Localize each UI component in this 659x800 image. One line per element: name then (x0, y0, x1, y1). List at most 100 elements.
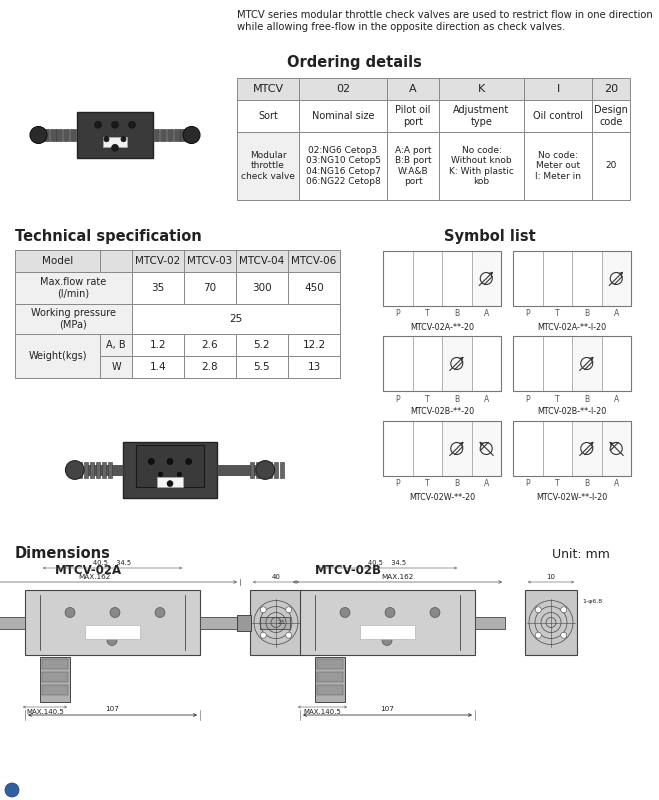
Bar (383, 251, 413, 306)
Bar (154, 129, 159, 141)
Bar (413, 251, 442, 306)
Text: Symbol list: Symbol list (444, 230, 536, 245)
Bar (317, 672, 343, 682)
Bar (513, 336, 542, 391)
Circle shape (110, 607, 120, 618)
Bar (542, 421, 572, 476)
Text: 450: 450 (304, 283, 324, 293)
Bar (317, 685, 343, 695)
Bar (383, 336, 501, 391)
Text: MAX.162: MAX.162 (78, 574, 111, 580)
Text: Unit: mm: Unit: mm (552, 547, 610, 561)
Bar (184, 272, 236, 304)
Text: Pilot oil
port: Pilot oil port (395, 106, 431, 126)
Bar (572, 251, 602, 306)
Bar (383, 421, 501, 476)
Bar (158, 477, 183, 487)
Bar (237, 132, 299, 200)
Bar (90, 462, 94, 478)
Text: 107: 107 (105, 706, 119, 712)
Bar (260, 617, 290, 629)
Text: 70: 70 (204, 283, 217, 293)
Text: MTCV-03: MTCV-03 (187, 256, 233, 266)
Circle shape (159, 472, 163, 476)
Bar (383, 336, 413, 391)
Text: B: B (454, 394, 459, 403)
Text: MAX.140.5: MAX.140.5 (304, 709, 341, 715)
Circle shape (361, 629, 369, 637)
Bar (387, 78, 439, 100)
Text: 02:NG6 Cetop3
03:NG10 Cetop5
04:NG16 Cetop7
06:NG22 Cetop8: 02:NG6 Cetop3 03:NG10 Cetop5 04:NG16 Cet… (306, 146, 380, 186)
Text: Model: Model (42, 256, 73, 266)
Circle shape (340, 607, 350, 618)
Bar (132, 250, 184, 272)
Bar (299, 100, 387, 132)
Bar (15, 334, 100, 378)
Text: 25: 25 (229, 314, 243, 324)
Text: 40: 40 (272, 574, 281, 580)
Text: A: A (614, 394, 619, 403)
Bar (513, 421, 631, 476)
Circle shape (183, 126, 200, 143)
Bar (592, 78, 630, 100)
Text: Dimensions: Dimensions (15, 546, 111, 562)
Bar (0, 617, 25, 629)
Circle shape (95, 122, 101, 128)
Circle shape (86, 629, 94, 637)
Text: 1-φ6.8: 1-φ6.8 (582, 599, 602, 605)
Bar (471, 251, 501, 306)
Text: MTCV-02W-**-I-20: MTCV-02W-**-I-20 (536, 493, 608, 502)
Text: A: A (614, 310, 619, 318)
Text: 12.2: 12.2 (302, 340, 326, 350)
Text: 1.4: 1.4 (150, 362, 166, 372)
Bar (103, 137, 127, 147)
Text: T: T (555, 310, 559, 318)
Bar (184, 356, 236, 378)
Text: B: B (454, 310, 459, 318)
Text: B: B (584, 479, 589, 489)
Text: I: I (556, 84, 559, 94)
Bar (41, 130, 45, 139)
Bar (439, 132, 524, 200)
Bar (15, 250, 100, 272)
Text: Ordering details: Ordering details (287, 55, 422, 70)
Circle shape (382, 635, 392, 646)
Text: 1-φ6.8: 1-φ6.8 (307, 599, 327, 605)
Bar (132, 356, 184, 378)
Circle shape (155, 607, 165, 618)
Bar (572, 336, 602, 391)
Bar (42, 685, 68, 695)
Text: T: T (425, 310, 430, 318)
Text: W: W (111, 362, 121, 372)
Bar (15, 272, 132, 304)
Bar (49, 129, 55, 141)
Text: P: P (525, 310, 530, 318)
Text: B: B (454, 479, 459, 489)
Bar (288, 250, 340, 272)
Text: Oil control: Oil control (533, 111, 583, 121)
Circle shape (167, 458, 173, 465)
Circle shape (104, 137, 109, 142)
Text: A: A (614, 479, 619, 489)
Bar (70, 129, 76, 141)
Bar (236, 272, 288, 304)
Bar (442, 336, 471, 391)
Bar (387, 100, 439, 132)
Bar (184, 334, 236, 356)
Bar (542, 251, 572, 306)
Circle shape (65, 607, 75, 618)
Circle shape (561, 632, 567, 638)
Text: P: P (525, 479, 530, 489)
Circle shape (561, 606, 567, 613)
Circle shape (260, 606, 266, 613)
Text: 20: 20 (604, 84, 618, 94)
Bar (76, 112, 154, 158)
Text: A: A (484, 310, 489, 318)
Circle shape (286, 632, 292, 638)
Bar (475, 617, 505, 629)
Bar (236, 250, 288, 272)
Text: MTCV-02B-**-I-20: MTCV-02B-**-I-20 (537, 407, 607, 417)
Text: MTCV series modular throttle check valves are used to restrict flow in one direc: MTCV series modular throttle check valve… (237, 10, 653, 31)
Bar (300, 590, 475, 655)
Bar (471, 421, 501, 476)
